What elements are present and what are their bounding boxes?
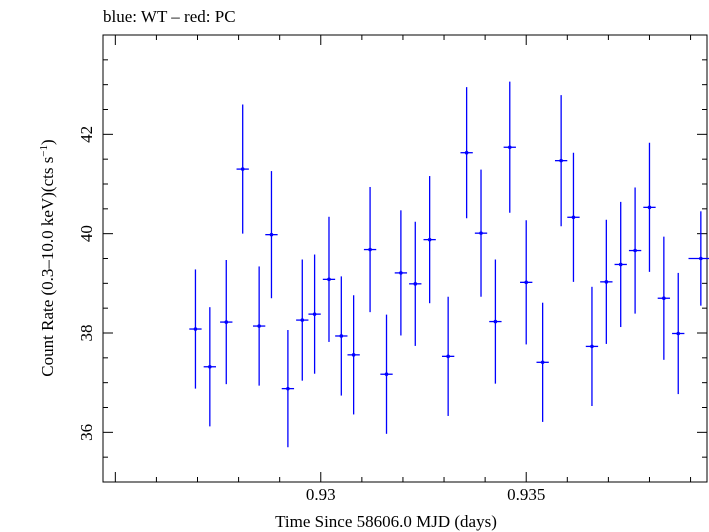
- point-marker: [286, 386, 290, 391]
- point-marker: [446, 354, 450, 359]
- point-marker: [699, 256, 703, 261]
- data-point: [503, 81, 516, 213]
- point-marker: [240, 167, 245, 171]
- data-point: [409, 221, 422, 346]
- data-point: [554, 95, 568, 227]
- point-marker: [208, 364, 212, 369]
- plot-frame: [102, 34, 708, 483]
- point-marker: [300, 318, 305, 322]
- point-marker: [540, 360, 545, 365]
- axis-tick-labels: 0.93 0.935 36 38 40 42: [77, 126, 545, 504]
- y-axis-label: Count Rate (0.3–10.0 keV)(cts s−1): [38, 139, 57, 376]
- axis-ticks: [103, 34, 707, 483]
- x-tick-label: 0.935: [507, 485, 545, 504]
- data-point: [252, 266, 266, 386]
- data-point: [220, 259, 233, 385]
- data-point: [236, 104, 249, 234]
- point-marker: [559, 158, 563, 163]
- y-axis-label-end: ): [38, 139, 57, 145]
- y-axis-label-exponent: −1: [38, 145, 50, 157]
- data-point: [460, 87, 473, 219]
- data-point: [322, 216, 336, 342]
- point-marker: [413, 282, 418, 286]
- point-marker: [384, 372, 389, 377]
- data-point: [489, 259, 502, 384]
- data-points: [189, 81, 709, 448]
- data-point: [265, 171, 278, 299]
- point-marker: [590, 344, 594, 349]
- data-point: [628, 187, 642, 314]
- data-point: [363, 186, 377, 313]
- point-marker: [479, 231, 483, 235]
- data-point: [380, 314, 393, 434]
- point-marker: [507, 145, 512, 150]
- point-marker: [312, 312, 317, 316]
- point-marker: [399, 271, 403, 275]
- point-marker: [269, 232, 274, 237]
- data-point: [335, 276, 348, 396]
- data-point: [189, 269, 202, 389]
- data-point: [296, 259, 309, 381]
- data-point: [657, 236, 671, 360]
- x-tick-label: 0.93: [306, 485, 336, 504]
- point-marker: [464, 150, 469, 155]
- y-tick-label: 42: [77, 126, 96, 143]
- data-point: [536, 302, 549, 422]
- data-point: [423, 176, 436, 304]
- data-point: [281, 330, 295, 448]
- data-point: [567, 152, 580, 282]
- data-point: [308, 254, 321, 374]
- point-marker: [257, 324, 261, 328]
- point-marker: [327, 277, 331, 282]
- data-point: [585, 286, 599, 407]
- data-point: [394, 210, 408, 336]
- point-marker: [339, 334, 344, 338]
- point-marker: [571, 215, 576, 220]
- point-marker: [633, 248, 637, 253]
- point-marker: [604, 280, 609, 284]
- point-marker: [193, 327, 198, 331]
- data-point: [474, 169, 488, 297]
- y-tick-label: 38: [77, 325, 96, 342]
- point-marker: [493, 319, 498, 324]
- data-point: [600, 219, 613, 344]
- data-point: [347, 295, 360, 415]
- data-point: [672, 272, 685, 395]
- point-marker: [427, 237, 432, 242]
- point-marker: [524, 280, 529, 285]
- y-axis-label-main: Count Rate (0.3–10.0 keV)(cts s: [38, 157, 57, 377]
- point-marker: [368, 247, 372, 252]
- point-marker: [351, 353, 356, 357]
- data-point: [643, 142, 656, 272]
- data-point: [203, 307, 216, 427]
- data-point: [441, 296, 455, 416]
- y-tick-label: 36: [77, 424, 96, 441]
- point-marker: [662, 296, 666, 301]
- point-marker: [647, 205, 652, 210]
- point-marker: [676, 331, 681, 336]
- chart-title: blue: WT – red: PC: [103, 7, 236, 26]
- data-point: [688, 211, 709, 306]
- x-axis-label: Time Since 58606.0 MJD (days): [275, 512, 497, 531]
- point-marker: [618, 262, 623, 267]
- point-marker: [224, 320, 229, 324]
- y-tick-label: 40: [77, 225, 96, 242]
- data-point: [614, 201, 627, 328]
- data-point: [520, 220, 533, 345]
